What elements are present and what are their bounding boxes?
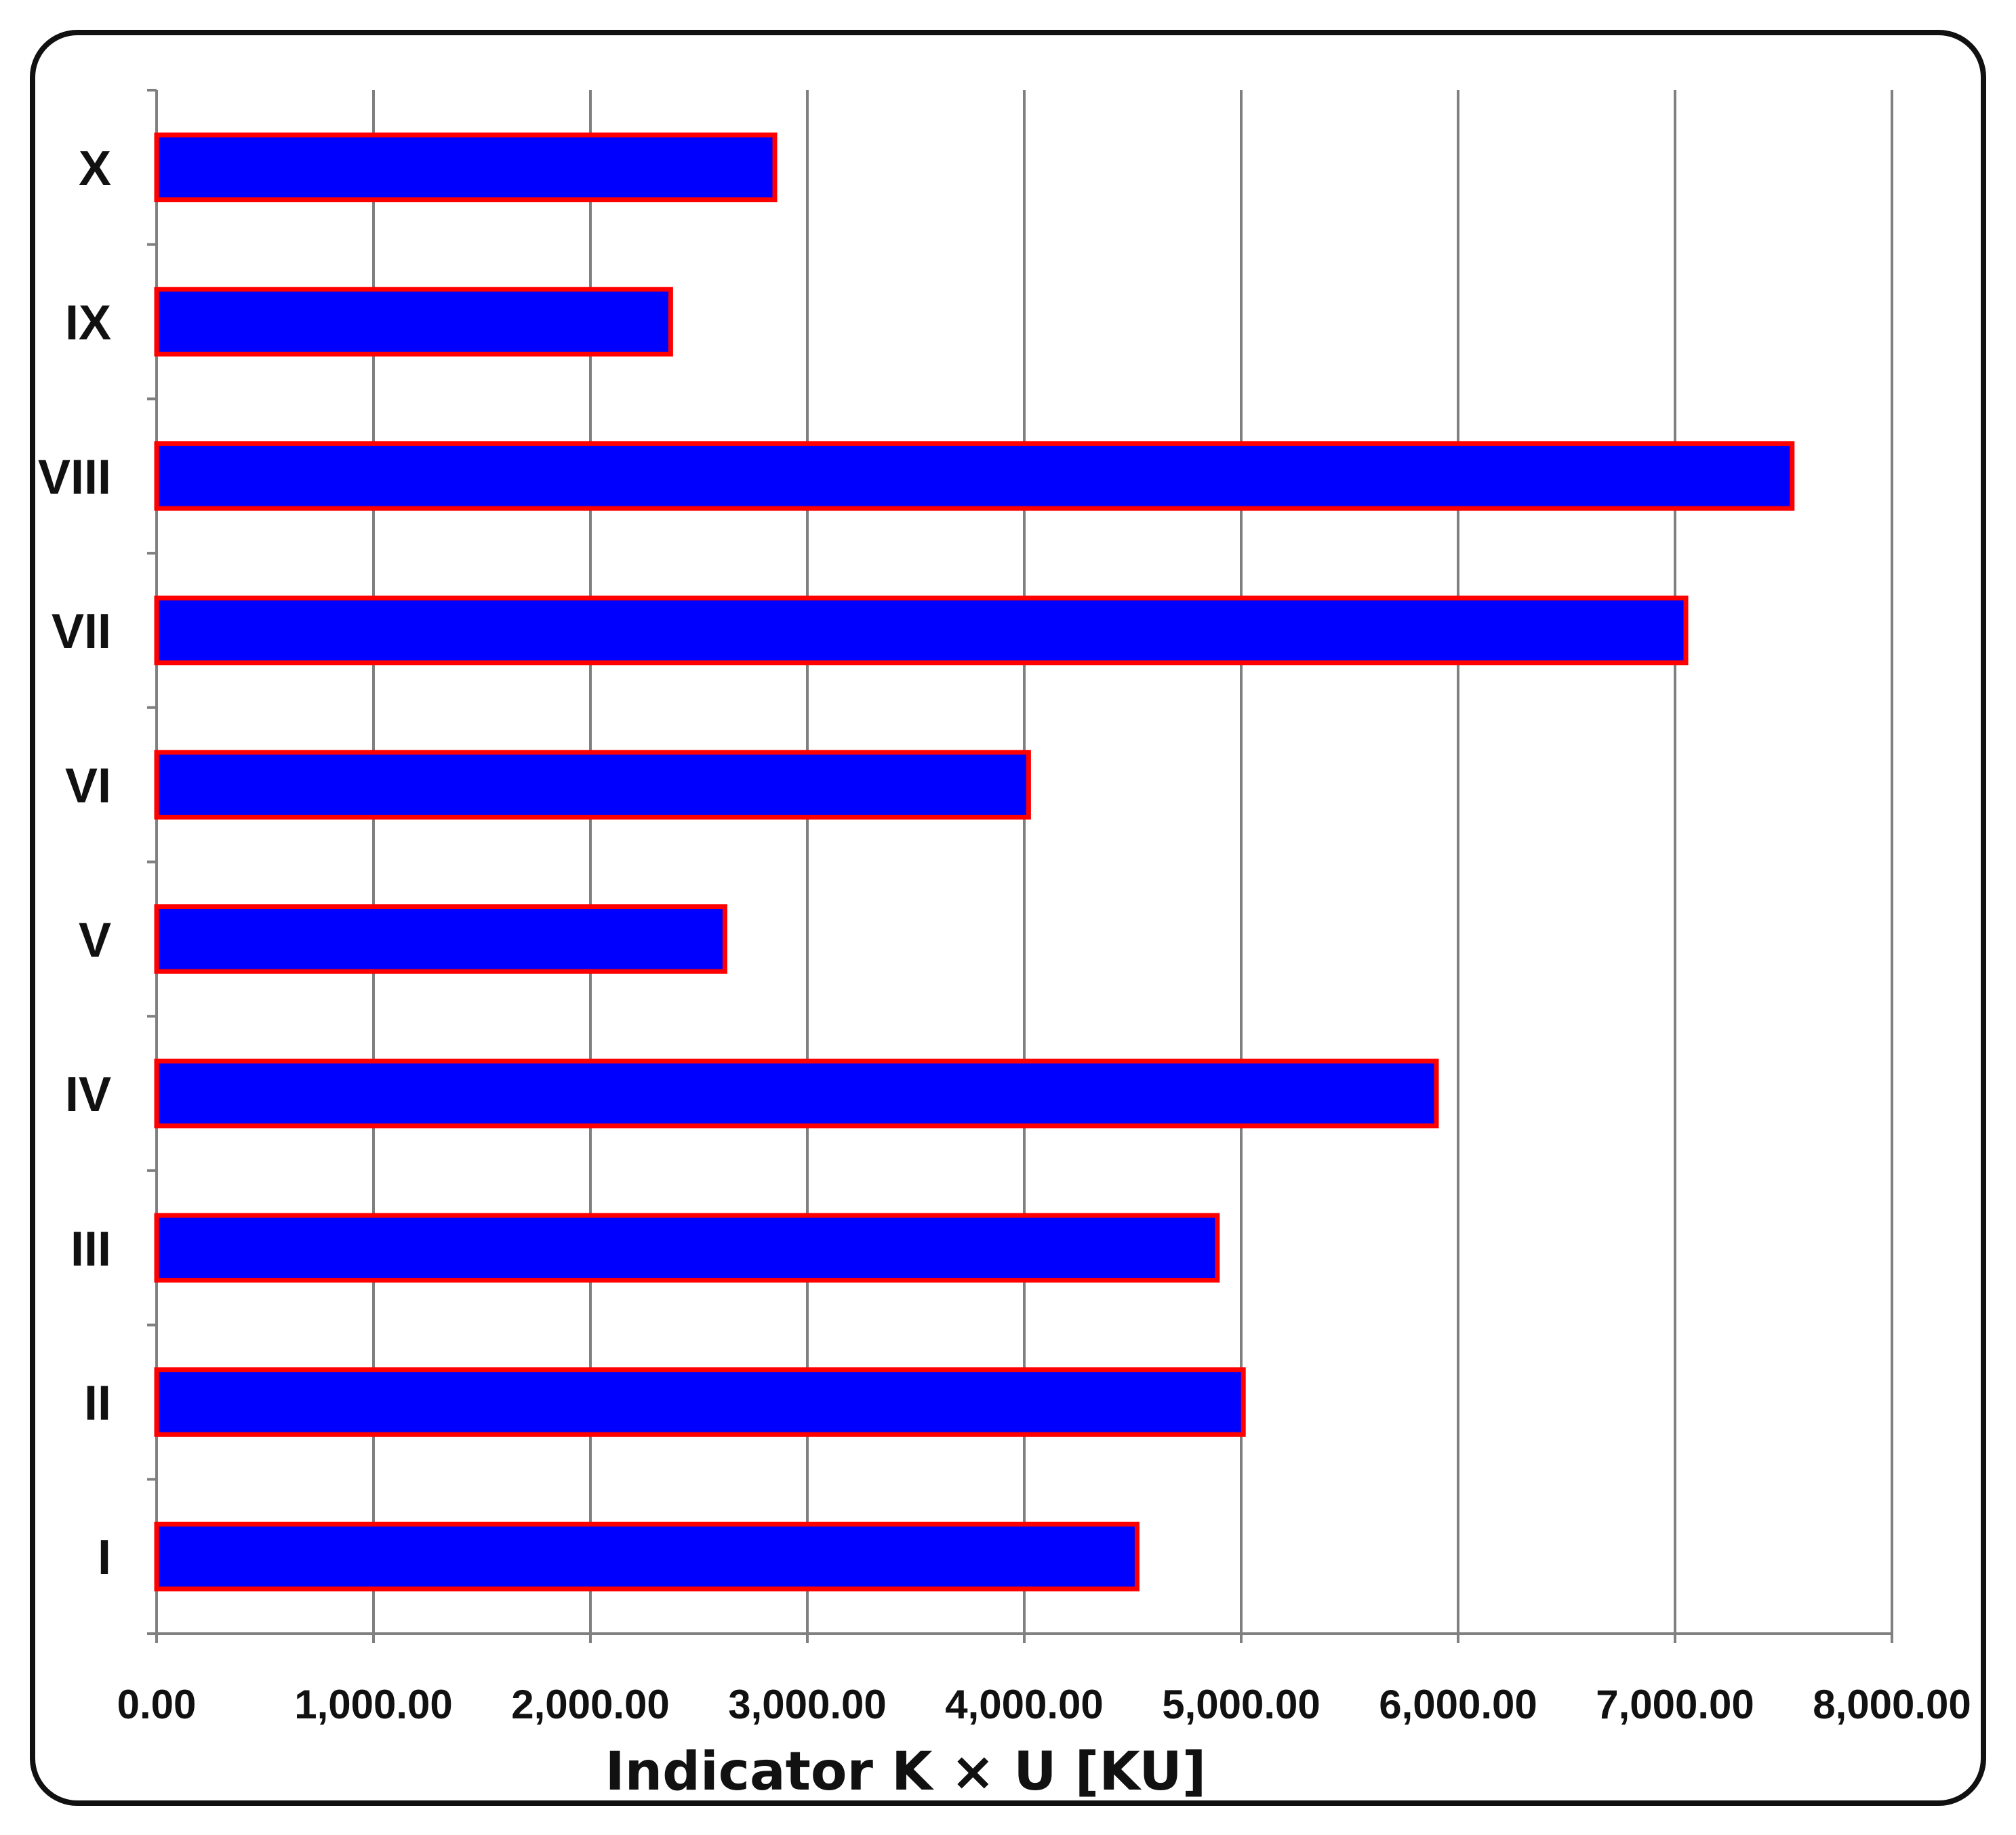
x-tick-labels: 0.00 1,000.00 2,000.00 3,000.00 4,000.00 5,00…	[117, 1682, 1971, 1727]
x-axis-label: Indicator K × U [KU]	[605, 1741, 1207, 1802]
bar-viii	[154, 441, 1795, 511]
bar-ii	[154, 1367, 1246, 1437]
x-tick-label: 8,000.00	[1813, 1682, 1971, 1727]
y-tick-label: III	[70, 1222, 111, 1276]
y-tick-label: I	[98, 1531, 111, 1585]
y-tick-label: VI	[65, 759, 111, 813]
y-tick-label: II	[84, 1376, 111, 1430]
y-tick-label: IV	[65, 1068, 111, 1122]
y-tick-label: VIII	[38, 450, 111, 504]
y-tick-label: VII	[52, 605, 111, 659]
bar-i	[154, 1521, 1140, 1592]
x-tick-label: 6,000.00	[1379, 1682, 1537, 1727]
y-tick-label: IX	[65, 296, 111, 350]
x-tick-label: 7,000.00	[1596, 1682, 1754, 1727]
x-tick-label: 0.00	[117, 1682, 197, 1727]
bar-v	[154, 904, 727, 974]
bars	[154, 132, 1795, 1592]
bar-iii	[154, 1213, 1220, 1283]
x-tick-label: 5,000.00	[1162, 1682, 1321, 1727]
x-tick-label: 3,000.00	[728, 1682, 887, 1727]
bar-iv	[154, 1058, 1439, 1129]
y-tick-label: X	[79, 142, 111, 196]
bar-ix	[154, 287, 673, 357]
x-tick-label: 2,000.00	[511, 1682, 670, 1727]
y-tick-label: V	[79, 913, 111, 967]
bar-vii	[154, 595, 1689, 666]
bar-x	[154, 132, 778, 203]
x-tick-label: 4,000.00	[945, 1682, 1104, 1727]
x-tick-label: 1,000.00	[294, 1682, 453, 1727]
bar-vi	[154, 750, 1031, 820]
